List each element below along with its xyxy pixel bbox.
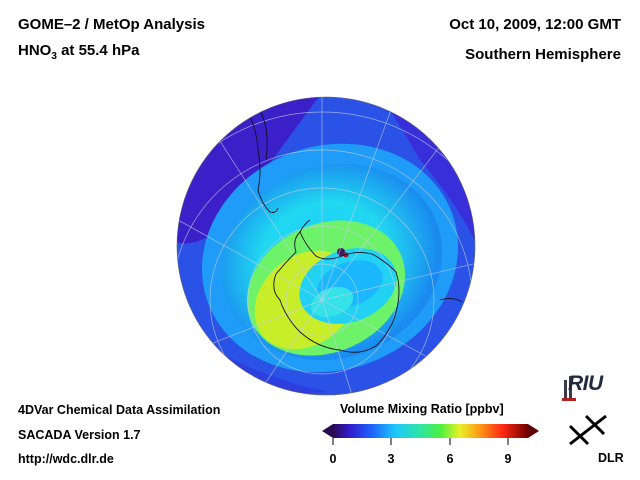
riu-logo: RIU [568, 372, 603, 395]
footer-method: 4DVar Chemical Data Assimilation [18, 403, 221, 417]
species-prefix: HNO [18, 42, 52, 59]
colorbar-gradient [333, 424, 528, 438]
region-label: Southern Hemisphere [465, 46, 621, 63]
species-level: at 55.4 hPa [56, 42, 140, 59]
colorbar-tick: 0 [329, 452, 337, 466]
species-label: HNO3 at 55.4 hPa [18, 42, 139, 62]
colorbar-tick: 6 [446, 452, 454, 466]
colorbar-low-arrow [322, 424, 333, 438]
coastlines [239, 99, 463, 353]
dlr-logo-icon [568, 414, 607, 446]
colorbar-title: Volume Mixing Ratio [ppbv] [340, 402, 504, 416]
globe-outline [176, 96, 476, 396]
footer-url: http://wdc.dlr.de [18, 452, 114, 466]
dlr-logo-text: DLR [598, 451, 624, 465]
footer-version: SACADA Version 1.7 [18, 428, 141, 442]
species-subscript: 3 [51, 51, 57, 62]
colorbar [322, 424, 539, 445]
riu-logo-mark-icon [562, 376, 576, 401]
colorbar-tick: 9 [504, 452, 512, 466]
colorbar-high-arrow [528, 424, 539, 438]
date-time: Oct 10, 2009, 12:00 GMT [449, 16, 621, 33]
colorbar-tick: 3 [387, 452, 395, 466]
map-title: GOME–2 / MetOp Analysis [18, 16, 205, 33]
